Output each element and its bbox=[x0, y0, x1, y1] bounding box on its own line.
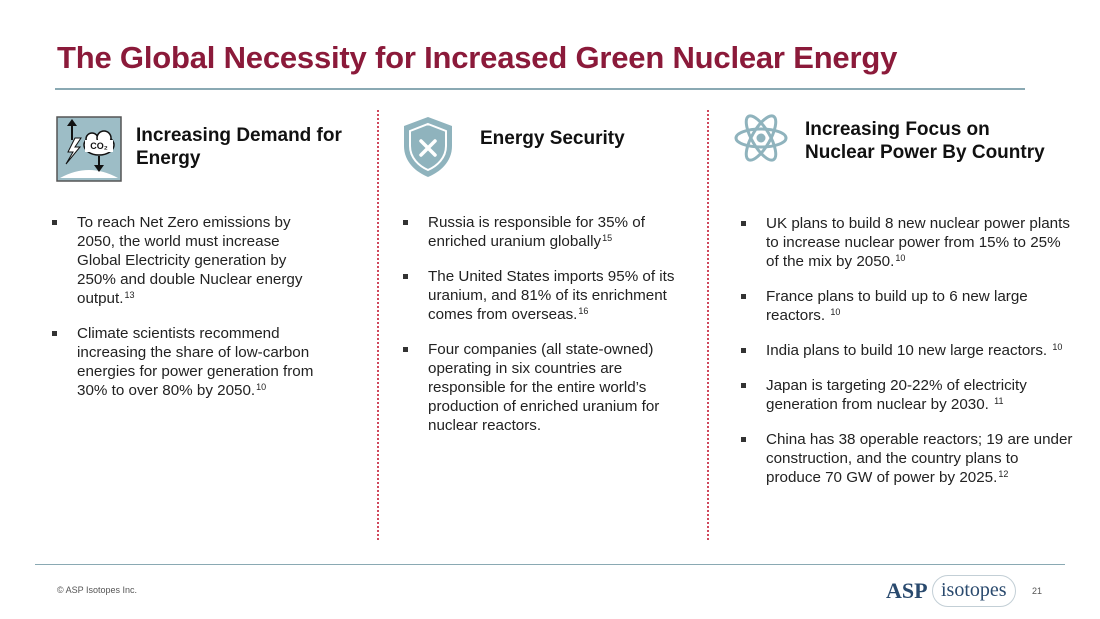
column-divider bbox=[377, 110, 379, 540]
energy-demand-icon: CO₂ bbox=[56, 116, 122, 182]
co2-label: CO₂ bbox=[90, 141, 108, 151]
heading-line: Energy bbox=[136, 148, 201, 169]
copyright-notice: © ASP Isotopes Inc. bbox=[57, 585, 138, 595]
list-item: Four companies (all state-owned) operati… bbox=[401, 340, 691, 435]
atom-icon bbox=[733, 110, 789, 166]
shield-x-icon bbox=[400, 114, 456, 180]
list-item: To reach Net Zero emissions by 2050, the… bbox=[50, 213, 325, 308]
column-divider bbox=[707, 110, 709, 540]
logo-asp-text: ASP bbox=[886, 578, 928, 603]
list-item: Japan is targeting 20-22% of electricity… bbox=[739, 376, 1074, 414]
list-item: India plans to build 10 new large reacto… bbox=[739, 341, 1074, 360]
column-heading-country: Increasing Focus on Nuclear Power By Cou… bbox=[805, 118, 1075, 164]
demand-bullet-list: To reach Net Zero emissions by 2050, the… bbox=[50, 213, 325, 416]
list-item: The United States imports 95% of its ura… bbox=[401, 267, 691, 324]
country-bullet-list: UK plans to build 8 new nuclear power pl… bbox=[739, 214, 1074, 503]
security-bullet-list: Russia is responsible for 35% of enriche… bbox=[401, 213, 691, 451]
heading-line: Nuclear Power By Country bbox=[805, 142, 1045, 163]
title-underline bbox=[55, 88, 1025, 90]
list-item: France plans to build up to 6 new large … bbox=[739, 287, 1074, 325]
list-item: Russia is responsible for 35% of enriche… bbox=[401, 213, 691, 251]
footer-rule bbox=[35, 564, 1065, 565]
heading-line: Increasing Demand for bbox=[136, 125, 342, 146]
column-heading-demand: Increasing Demand for Energy bbox=[136, 124, 376, 170]
heading-line: Increasing Focus on bbox=[805, 119, 990, 140]
column-heading-security: Energy Security bbox=[480, 128, 625, 149]
list-item: UK plans to build 8 new nuclear power pl… bbox=[739, 214, 1074, 271]
logo-isotopes-text: isotopes bbox=[932, 575, 1016, 607]
slide-title: The Global Necessity for Increased Green… bbox=[57, 40, 898, 75]
page-number: 21 bbox=[1032, 586, 1043, 596]
list-item: China has 38 operable reactors; 19 are u… bbox=[739, 430, 1074, 487]
list-item: Climate scientists recommend increasing … bbox=[50, 324, 325, 400]
